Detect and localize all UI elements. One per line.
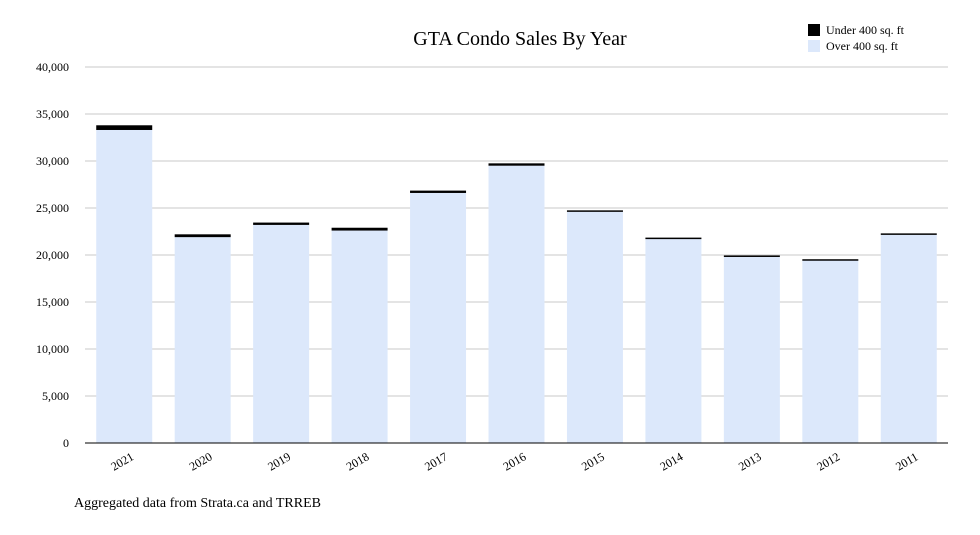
y-tick-label: 0	[63, 436, 69, 450]
x-tick-label: 2018	[344, 449, 372, 473]
bar-over-400	[488, 165, 545, 443]
y-tick-label: 15,000	[36, 295, 69, 309]
bar-under-400	[488, 163, 545, 166]
bar-under-400	[802, 259, 859, 261]
x-tick-label: 2014	[658, 449, 686, 473]
x-tick-label: 2013	[736, 449, 764, 473]
bar-over-400	[96, 129, 153, 444]
bar-under-400	[566, 210, 623, 212]
legend-label-over-400: Over 400 sq. ft	[826, 38, 898, 53]
legend-item-over-400: Over 400 sq. ft	[808, 38, 904, 54]
bar-over-400	[410, 192, 467, 443]
bar-over-400	[645, 239, 702, 443]
bar-under-400	[96, 125, 153, 130]
bar-over-400	[174, 237, 231, 443]
y-tick-label: 20,000	[36, 248, 69, 262]
x-tick-label: 2019	[265, 449, 293, 473]
x-tick-label: 2011	[893, 450, 920, 474]
bar-under-400	[331, 227, 388, 231]
y-tick-label: 5,000	[42, 389, 69, 403]
footnote: Aggregated data from Strata.ca and TRREB	[74, 496, 321, 511]
bar-under-400	[880, 233, 937, 235]
x-tick-label: 2020	[187, 449, 215, 473]
bar-under-400	[645, 237, 702, 240]
legend-label-under-400: Under 400 sq. ft	[826, 22, 904, 37]
legend-swatch-over-400	[808, 40, 820, 52]
bar-under-400	[723, 255, 780, 257]
y-tick-label: 25,000	[36, 201, 69, 215]
y-tick-label: 40,000	[36, 60, 69, 74]
x-tick-label: 2017	[422, 449, 450, 473]
x-tick-label: 2021	[108, 449, 136, 473]
x-tick-label: 2016	[501, 449, 529, 473]
bar-over-400	[253, 224, 310, 443]
bar-under-400	[410, 190, 467, 193]
bar-over-400	[331, 230, 388, 443]
y-tick-label: 10,000	[36, 342, 69, 356]
bar-over-400	[802, 260, 859, 443]
y-tick-label: 35,000	[36, 107, 69, 121]
bar-over-400	[723, 256, 780, 443]
bar-under-400	[253, 222, 310, 225]
legend-swatch-under-400	[808, 24, 820, 36]
legend-item-under-400: Under 400 sq. ft	[808, 22, 904, 38]
y-tick-label: 30,000	[36, 154, 69, 168]
bar-over-400	[880, 234, 937, 443]
bar-over-400	[566, 211, 623, 443]
x-tick-label: 2015	[579, 449, 607, 473]
chart-title: GTA Condo Sales By Year	[413, 28, 627, 50]
x-tick-label: 2012	[814, 449, 842, 473]
bar-under-400	[174, 234, 231, 238]
legend: Under 400 sq. ft Over 400 sq. ft	[808, 22, 904, 54]
